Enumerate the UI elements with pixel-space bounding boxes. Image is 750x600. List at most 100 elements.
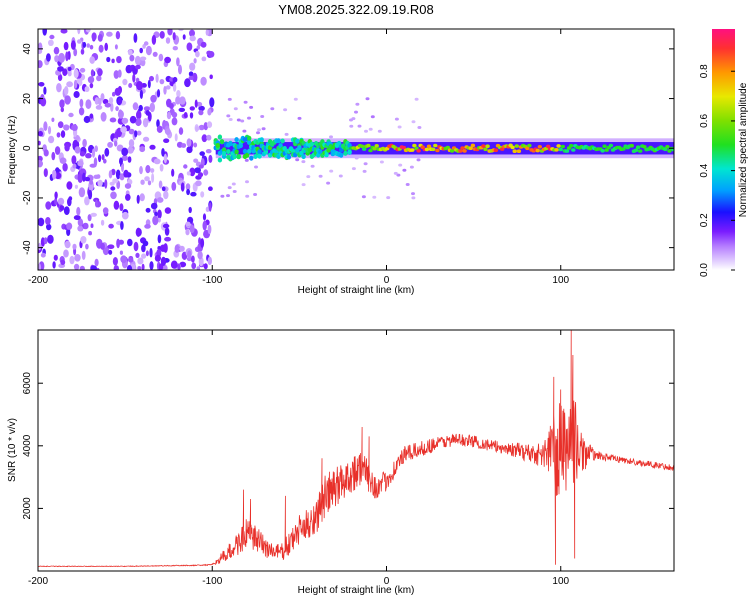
noise-cell: [102, 98, 109, 105]
y-tick-label: 40: [22, 43, 33, 55]
noise-cell: [245, 194, 250, 198]
noise-cell: [84, 176, 91, 182]
noise-cell: [156, 89, 161, 98]
noise-cell: [71, 155, 77, 165]
noise-cell: [119, 157, 123, 165]
noise-cell: [80, 236, 87, 244]
noise-cell: [190, 191, 197, 197]
noise-cell: [84, 196, 90, 206]
x-tick-label: -100: [202, 576, 222, 587]
noise-cell: [379, 160, 384, 164]
noise-cell: [206, 134, 212, 141]
signal-cell: [249, 155, 254, 161]
noise-cell: [96, 174, 101, 179]
noise-cell: [120, 126, 127, 133]
noise-cell: [160, 256, 167, 266]
noise-cell: [97, 179, 103, 187]
noise-cell: [80, 48, 85, 55]
noise-cell: [152, 51, 158, 57]
noise-cell: [157, 209, 162, 219]
noise-cell: [240, 119, 245, 123]
noise-cell: [151, 173, 155, 183]
noise-cell: [349, 124, 354, 128]
noise-cell: [46, 223, 52, 231]
noise-cell: [377, 129, 382, 133]
signal-cell: [324, 152, 329, 158]
noise-cell: [58, 52, 65, 63]
noise-cell: [163, 153, 167, 164]
noise-cell: [142, 240, 149, 247]
noise-cell: [209, 97, 215, 108]
signal-cell: [242, 148, 248, 154]
noise-cell: [40, 252, 46, 258]
noise-cell: [67, 71, 72, 77]
noise-cell: [103, 158, 107, 164]
noise-cell: [349, 118, 353, 122]
signal-cell: [257, 149, 262, 155]
noise-cell: [52, 261, 56, 269]
signal-cell: [493, 148, 499, 152]
noise-cell: [121, 163, 124, 172]
noise-cell: [189, 29, 195, 37]
noise-cell: [163, 138, 170, 143]
noise-cell: [338, 174, 343, 178]
noise-cell: [188, 71, 194, 77]
noise-cell: [200, 41, 207, 48]
noise-cell: [144, 176, 150, 182]
noise-cell: [284, 132, 289, 136]
noise-cell: [191, 255, 195, 263]
noise-cell: [73, 79, 78, 89]
noise-cell: [198, 164, 204, 169]
signal-cell: [318, 149, 323, 155]
noise-cell: [85, 153, 92, 159]
noise-cell: [164, 207, 172, 214]
y-tick-label: 2000: [22, 497, 33, 520]
noise-cell: [72, 163, 77, 169]
noise-cell: [43, 168, 48, 178]
signal-cell: [642, 145, 647, 149]
noise-cell: [68, 196, 73, 201]
noise-cell: [165, 85, 171, 90]
colorbar: 0.0 0.2 0.4 0.6 0.8 Normalized spectral ampl…: [699, 29, 749, 277]
noise-cell: [159, 31, 165, 39]
colorbar-tick-label: 0.8: [699, 64, 710, 78]
noise-cell: [84, 86, 90, 93]
noise-cell: [159, 79, 165, 85]
noise-cell: [83, 115, 91, 124]
noise-cell: [157, 246, 161, 251]
signal-cell: [347, 149, 352, 155]
noise-cell: [134, 55, 141, 65]
noise-cell: [244, 158, 249, 162]
noise-cell: [179, 245, 185, 252]
signal-cell: [362, 147, 367, 151]
noise-cell: [164, 227, 170, 236]
noise-cell: [78, 107, 85, 116]
noise-cell: [165, 37, 171, 44]
noise-cell: [386, 196, 391, 200]
noise-cell: [139, 47, 143, 54]
noise-cell: [110, 186, 116, 191]
noise-cell: [201, 134, 208, 143]
signal-cell: [228, 141, 233, 147]
signal-cell: [535, 148, 540, 153]
noise-cell: [108, 97, 114, 104]
noise-cell: [77, 225, 84, 232]
signal-cell: [527, 143, 532, 148]
noise-cell: [78, 187, 86, 198]
noise-cell: [196, 266, 201, 270]
y-tick-label: -40: [22, 240, 33, 255]
noise-cell: [73, 263, 80, 270]
noise-cell: [416, 158, 421, 162]
noise-cell: [117, 69, 122, 78]
signal-cell: [571, 148, 576, 152]
noise-cell: [133, 241, 139, 252]
noise-cell: [79, 67, 86, 73]
signal-cell: [259, 137, 264, 143]
noise-cell: [48, 39, 54, 46]
noise-cell: [177, 263, 181, 270]
noise-cell: [86, 43, 90, 48]
signal-cell: [629, 143, 634, 148]
noise-cell: [192, 72, 198, 83]
noise-cell: [98, 154, 102, 163]
noise-cell: [95, 199, 98, 208]
